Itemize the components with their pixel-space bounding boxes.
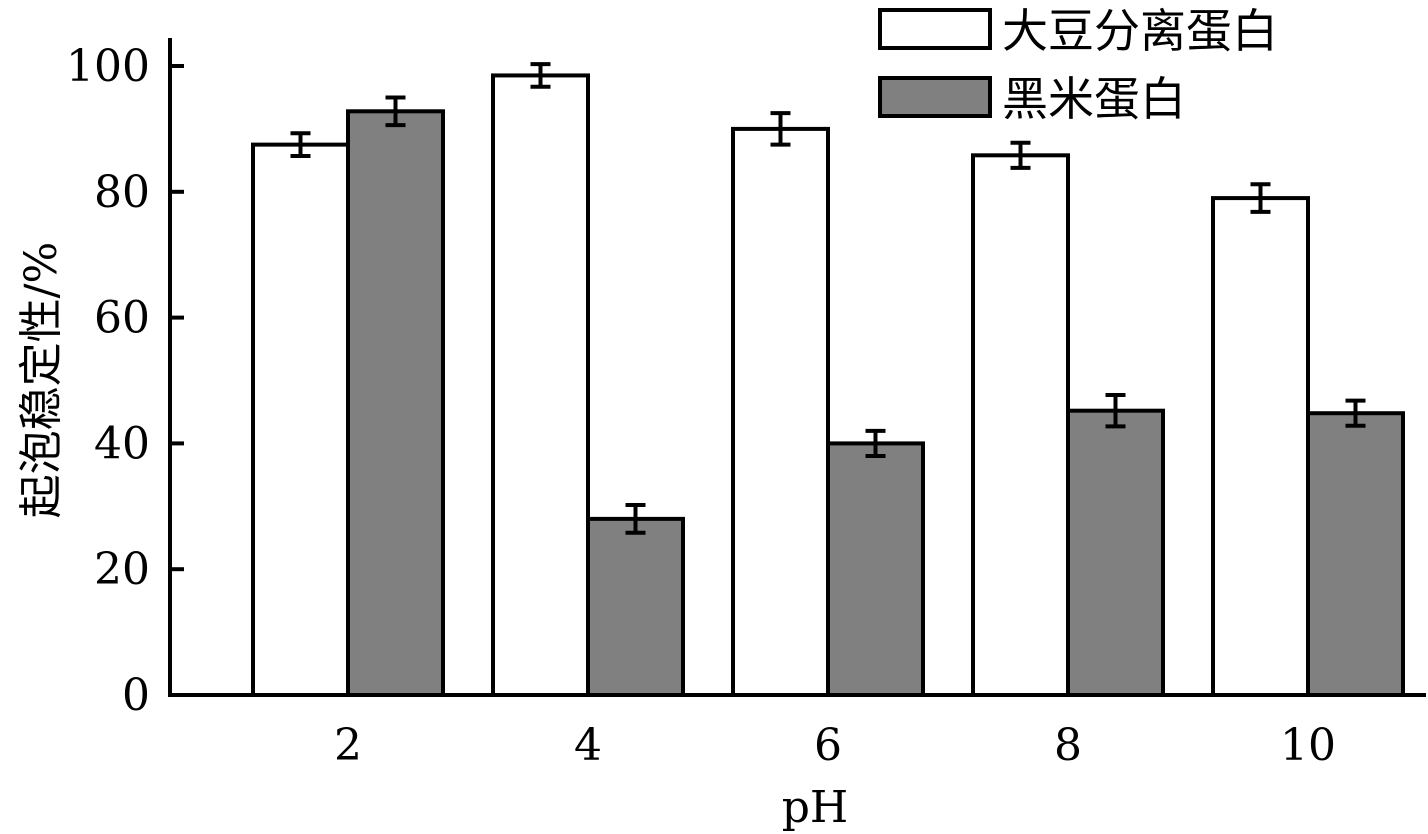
error-bars-layer	[290, 62, 1366, 535]
bar	[346, 109, 445, 697]
x-tick-label: 8	[1054, 720, 1082, 771]
y-tick-label: 40	[94, 418, 150, 469]
y-axis-title: 起泡稳定性/%	[16, 242, 67, 519]
legend: 大豆分离蛋白 黑米蛋白	[878, 4, 1278, 126]
bar	[251, 142, 350, 697]
x-tick-label: 2	[334, 720, 362, 771]
bar	[586, 516, 685, 697]
legend-swatch-soy-protein	[878, 8, 992, 50]
bar	[1066, 408, 1165, 697]
y-tick-label: 0	[122, 670, 150, 721]
y-tick-label: 80	[94, 167, 150, 218]
bar	[731, 126, 830, 697]
x-axis-title: pH	[782, 782, 849, 833]
legend-label-soy-protein: 大豆分离蛋白	[1002, 4, 1278, 58]
bar	[1211, 196, 1310, 697]
x-ticks-layer: 2 4 6 8 10	[334, 683, 1336, 771]
axes-layer	[168, 38, 1426, 697]
x-tick-label: 10	[1280, 720, 1336, 771]
x-tick-label: 6	[814, 720, 842, 771]
bar	[1306, 411, 1405, 697]
bar	[826, 441, 925, 697]
bar	[491, 73, 590, 697]
bar	[971, 153, 1070, 697]
x-tick-label: 4	[574, 720, 602, 771]
legend-label-black-rice-protein: 黑米蛋白	[1002, 72, 1186, 126]
y-ticks-layer: 0 20 40 60 80 100	[66, 41, 184, 721]
y-tick-label: 100	[66, 41, 150, 92]
y-tick-label: 60	[94, 293, 150, 344]
y-tick-label: 20	[94, 544, 150, 595]
bars-layer	[251, 73, 1405, 697]
legend-swatch-black-rice-protein	[878, 76, 992, 118]
